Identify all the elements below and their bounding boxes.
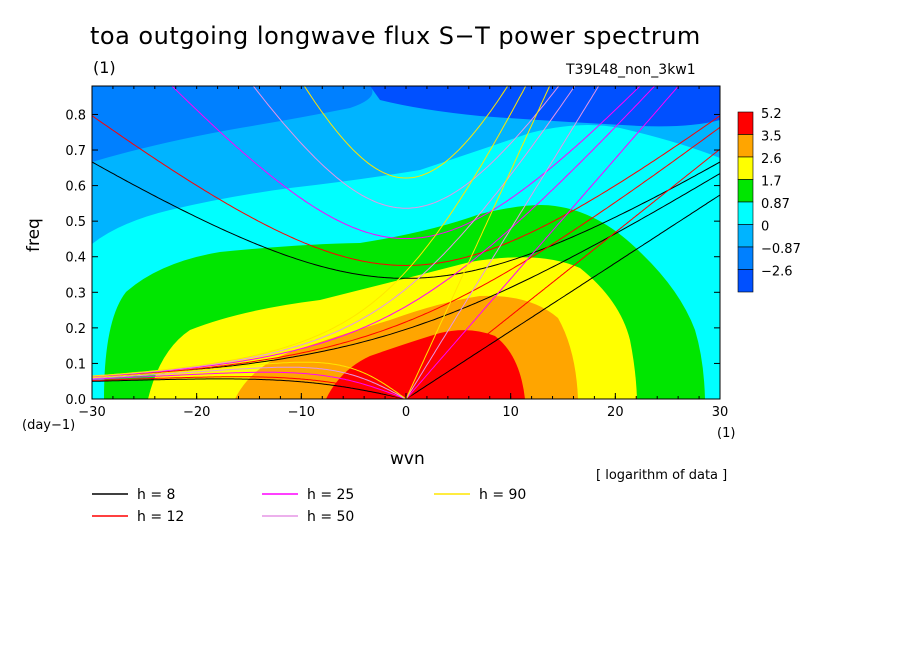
legend-label-h8: h = 8 (137, 487, 175, 503)
colorbar-level: −2.6 (761, 265, 793, 280)
rossby-curve-h25 (92, 371, 407, 399)
legend-label-h12: h = 12 (137, 509, 184, 525)
colorbar-level: 0 (761, 220, 769, 235)
x-tick-label: −10 (288, 405, 315, 420)
data-note: [ logarithm of data ] (596, 468, 728, 483)
x-tick-label: −20 (183, 405, 210, 420)
ig1-curve-h8 (92, 161, 720, 279)
ig1-curve-h90 (303, 86, 509, 179)
mrg-curve-h50 (92, 86, 576, 377)
band-neg0.87 (92, 86, 373, 162)
legend: h = 8 h = 12 h = 25 h = 50 h = 90 (92, 487, 526, 525)
colorbar-swatch (737, 134, 754, 158)
y-tick-label: 0.6 (65, 180, 86, 195)
y-tick-label: 0.4 (65, 251, 86, 266)
colorbar-swatch (737, 179, 754, 203)
legend-label-h50: h = 50 (307, 509, 354, 525)
chart-subtitle-left: (1) (93, 58, 116, 77)
kelvin-curve-h25 (405, 86, 680, 399)
colorbar-swatch (737, 201, 754, 225)
colorbar-swatch (737, 246, 754, 270)
legend-label-h90: h = 90 (479, 487, 526, 503)
rossby-curve-h50 (92, 366, 407, 399)
x-tick-label: −30 (78, 405, 105, 420)
kelvin-curve-h50 (405, 86, 600, 399)
colorbar: 5.2 3.5 2.6 1.7 0.87 0 −0.87 −2.6 (737, 107, 801, 293)
kelvin-curve-h90 (405, 86, 551, 399)
y-tick-label: 0.3 (65, 286, 86, 301)
x-tick-label: 10 (502, 405, 519, 420)
legend-label-h25: h = 25 (307, 487, 354, 503)
colorbar-swatch (737, 156, 754, 180)
colorbar-level: −0.87 (761, 242, 801, 257)
colorbar-level: 5.2 (761, 107, 782, 122)
rossby-curve-h12 (92, 376, 407, 399)
y-tick-label: 0.5 (65, 215, 86, 230)
x-tick-label: 30 (712, 405, 729, 420)
mrg-curve-h90 (92, 86, 527, 377)
chart-title: toa outgoing longwave flux S−T power spe… (90, 22, 701, 50)
rossby-curve-h8 (92, 378, 407, 399)
band-neg0.87-right (370, 86, 720, 127)
ig1-curve-h25 (171, 86, 641, 240)
y-tick-label: 0.8 (65, 108, 86, 123)
dispersion-curves (92, 86, 720, 399)
ig1-curve-h12 (92, 115, 720, 267)
mrg-curve-h25 (92, 86, 656, 378)
colorbar-level: 1.7 (761, 175, 782, 190)
y-unit-label: (day−1) (22, 418, 76, 433)
x-unit-label: (1) (717, 426, 736, 441)
y-tick-label: 0.7 (65, 144, 86, 159)
y-tick-label: 0.1 (65, 357, 86, 372)
ig1-curve-h50 (252, 86, 560, 209)
mrg-curve-h12 (92, 126, 720, 378)
contour-fill-layer (92, 86, 720, 399)
kelvin-curve-h8 (405, 194, 720, 399)
rossby-curve-h90 (92, 361, 407, 399)
colorbar-level: 0.87 (761, 197, 790, 212)
band-3.5-to-5.2 (326, 330, 525, 399)
chart-subtitle-right: T39L48_non_3kw1 (566, 62, 696, 78)
colorbar-swatch (737, 269, 754, 293)
axes: −30 −20 −10 0 10 20 30 0.0 0.1 0.2 0.3 0.4 0.5 0.6 0.7… (65, 86, 728, 420)
x-tick-label: 0 (402, 405, 410, 420)
kelvin-curve-h12 (405, 148, 720, 399)
colorbar-swatch (737, 224, 754, 248)
y-tick-label: 0.0 (65, 393, 86, 408)
x-axis-label: wvn (390, 449, 425, 469)
y-tick-label: 0.2 (65, 322, 86, 337)
colorbar-swatch (737, 111, 754, 135)
colorbar-level: 2.6 (761, 152, 782, 167)
colorbar-level: 3.5 (761, 130, 782, 145)
x-tick-label: 20 (607, 405, 624, 420)
